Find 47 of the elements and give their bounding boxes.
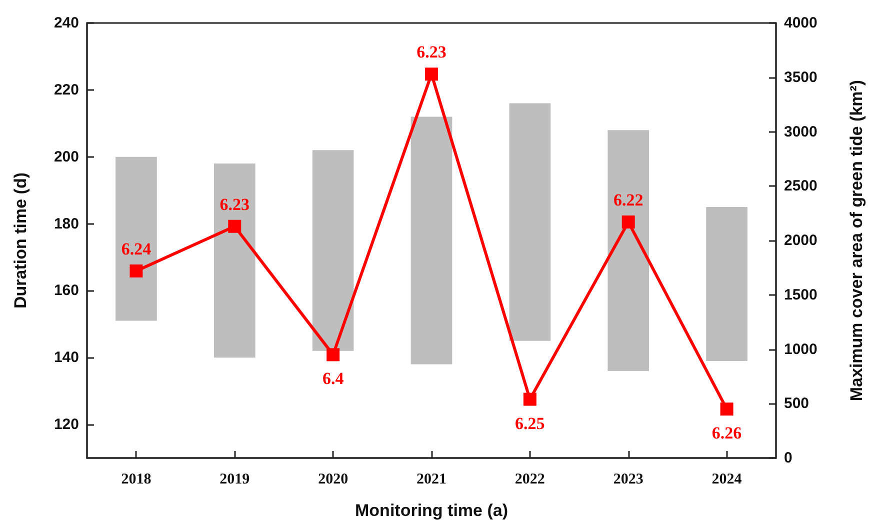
y-tick-label: 140 [54, 349, 79, 366]
annotation: 6.26 [712, 424, 742, 443]
y-axis-title: Duration time (d) [11, 172, 30, 308]
point [425, 68, 438, 81]
point [130, 264, 143, 278]
x-tick-label: 2020 [318, 472, 348, 488]
y2-tick-label: 1500 [784, 286, 818, 304]
bar [116, 156, 157, 321]
bar [509, 103, 551, 341]
y2-tick-label: 4000 [784, 14, 818, 32]
y2-tick-label: 2000 [784, 232, 818, 249]
point [326, 348, 340, 362]
annotation: 6.22 [613, 190, 644, 210]
annotation: 6.23 [416, 42, 446, 62]
y2-tick-label: 500 [784, 395, 810, 412]
point [523, 392, 536, 406]
y2-axis-title: Maximum cover area of green tide (km²) [847, 80, 866, 402]
y-tick-label: 220 [54, 81, 79, 98]
annotation: 6.23 [220, 194, 250, 214]
y2-tick-label: 2500 [784, 178, 818, 195]
y2-tick-label: 3500 [784, 68, 818, 86]
x-tick-label: 2021 [416, 472, 446, 488]
x-tick-label: 2023 [613, 472, 644, 488]
x-tick-label: 2019 [220, 472, 250, 488]
x-axis-title: Monitoring time (a) [355, 501, 508, 520]
bar [214, 164, 256, 358]
x-tick-label: 2024 [712, 472, 742, 488]
y-tick-label: 200 [54, 148, 79, 166]
annotation: 6.4 [322, 369, 344, 388]
annotation: 6.24 [121, 239, 152, 258]
y-tick-label: 120 [54, 416, 79, 434]
y2-tick-label: 0 [784, 450, 792, 466]
bar [410, 116, 452, 364]
bar [608, 130, 650, 371]
y2-tick-label: 1000 [784, 340, 818, 358]
y-tick-label: 180 [54, 215, 79, 232]
point [720, 402, 734, 416]
y-tick-label: 160 [54, 282, 79, 300]
y2-tick-label: 3000 [784, 123, 818, 140]
point [622, 216, 635, 229]
point [228, 220, 242, 233]
x-tick-label: 2018 [121, 472, 152, 488]
annotation: 6.25 [515, 414, 545, 433]
y-tick-label: 240 [54, 14, 79, 32]
bar [312, 150, 354, 351]
bar [706, 207, 748, 361]
x-tick-label: 2022 [514, 472, 545, 488]
